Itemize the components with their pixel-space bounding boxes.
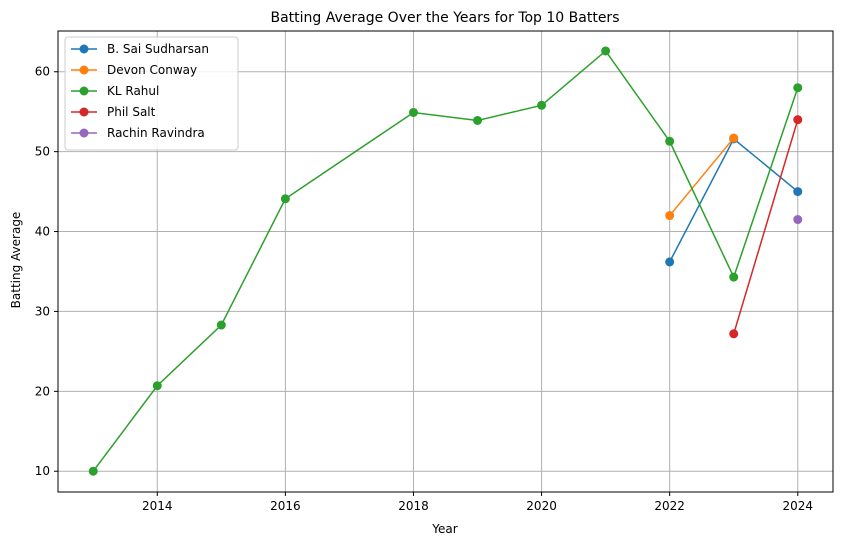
legend-item: Rachin Ravindra xyxy=(71,126,205,140)
data-point-kl-rahul xyxy=(729,272,739,282)
series-b-sai-sudharsan xyxy=(665,134,803,267)
series-kl-rahul xyxy=(88,46,803,476)
x-tick-label: 2020 xyxy=(526,499,557,513)
data-point-devon-conway xyxy=(665,211,675,221)
data-point-kl-rahul xyxy=(665,136,675,146)
x-tick-label: 2016 xyxy=(270,499,301,513)
y-tick-label: 40 xyxy=(35,225,50,239)
data-point-b-sai-sudharsan xyxy=(793,187,803,197)
x-tick-label: 2022 xyxy=(654,499,685,513)
data-point-devon-conway xyxy=(729,133,739,143)
legend-marker xyxy=(79,128,89,138)
data-point-kl-rahul xyxy=(88,466,98,476)
y-tick-label: 10 xyxy=(35,464,50,478)
legend-item: B. Sai Sudharsan xyxy=(71,42,209,56)
legend-marker xyxy=(79,44,89,54)
data-point-phil-salt xyxy=(729,329,739,339)
legend-marker xyxy=(79,107,89,117)
legend: B. Sai Sudharsan Devon Conway KL Rahul Phil… xyxy=(64,36,239,151)
x-axis-label: Year xyxy=(431,522,457,536)
y-tick-label: 20 xyxy=(35,384,50,398)
legend-box xyxy=(64,36,239,151)
series-rachin-ravindra xyxy=(793,215,803,225)
legend-item: Phil Salt xyxy=(71,105,156,119)
series-layer xyxy=(88,46,803,476)
legend-label: Phil Salt xyxy=(107,105,156,119)
x-tick-label: 2024 xyxy=(782,499,813,513)
legend-label: B. Sai Sudharsan xyxy=(107,42,209,56)
legend-marker xyxy=(79,86,89,96)
data-point-kl-rahul xyxy=(473,115,483,125)
legend-label: Devon Conway xyxy=(107,63,197,77)
series-devon-conway xyxy=(665,133,739,221)
legend-label: Rachin Ravindra xyxy=(107,126,205,140)
y-tick-label: 30 xyxy=(35,304,50,318)
plot-frame xyxy=(57,30,834,493)
legend-item: KL Rahul xyxy=(71,84,159,98)
x-tick-label: 2014 xyxy=(142,499,173,513)
data-point-kl-rahul xyxy=(537,100,547,110)
x-tick-label: 2018 xyxy=(398,499,429,513)
series-line-b-sai-sudharsan xyxy=(669,137,799,263)
data-point-kl-rahul xyxy=(408,107,418,117)
chart-title: Batting Average Over the Years for Top 1… xyxy=(270,10,619,26)
series-line-devon-conway xyxy=(669,137,735,217)
data-point-phil-salt xyxy=(793,115,803,125)
series-phil-salt xyxy=(729,115,803,339)
legend-marker xyxy=(79,65,89,75)
data-point-kl-rahul xyxy=(793,83,803,93)
axis-ticks: 2014 2016 2018 2020 2022 2024 10 20 30 40 50 60 xyxy=(35,65,813,513)
y-tick-label: 50 xyxy=(35,145,50,159)
data-point-kl-rahul xyxy=(216,320,226,330)
y-tick-label: 60 xyxy=(35,65,50,79)
series-line-phil-salt xyxy=(733,119,799,335)
data-point-kl-rahul xyxy=(601,46,611,56)
data-point-rachin-ravindra xyxy=(793,215,803,225)
data-point-kl-rahul xyxy=(152,381,162,391)
y-axis-label: Batting Average xyxy=(9,212,23,309)
data-point-b-sai-sudharsan xyxy=(665,257,675,267)
legend-item: Devon Conway xyxy=(71,63,197,77)
legend-label: KL Rahul xyxy=(107,84,159,98)
data-point-kl-rahul xyxy=(280,194,290,204)
